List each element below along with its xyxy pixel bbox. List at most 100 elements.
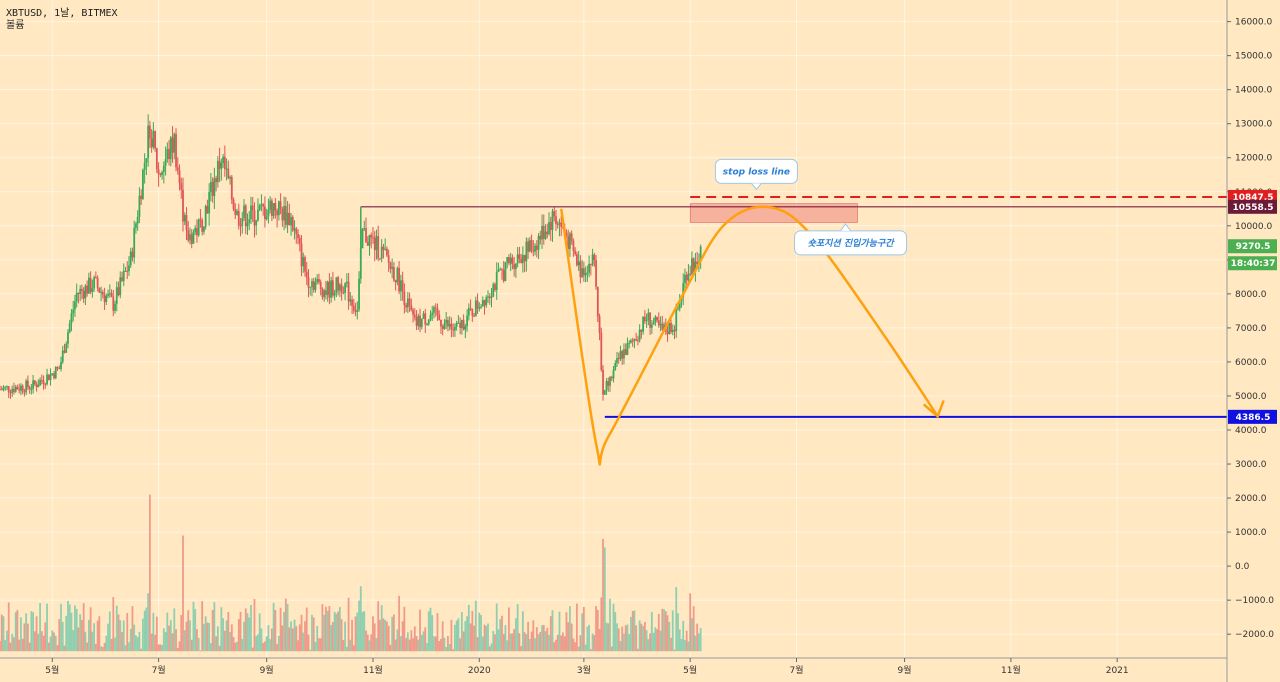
volume-bar	[133, 624, 136, 652]
candle-body	[284, 206, 287, 225]
candle-body	[373, 237, 376, 251]
candle-body	[81, 288, 83, 291]
candle-body	[497, 269, 500, 272]
candle-body	[305, 271, 308, 278]
volume-bar	[54, 635, 57, 652]
candle-body	[609, 377, 611, 386]
volume-bar	[565, 612, 568, 652]
volume-bar	[490, 643, 493, 652]
candle-body	[525, 241, 528, 262]
candle-body	[490, 296, 493, 298]
candle-body	[603, 390, 606, 395]
volume-bar	[354, 616, 357, 652]
price-tick-label: 2000.0	[1235, 494, 1267, 504]
candle-body	[682, 283, 685, 297]
volume-bar	[445, 647, 448, 652]
candle-body	[464, 326, 467, 330]
volume-bar	[175, 629, 177, 652]
volume-bar	[542, 624, 545, 652]
price-tag-label: 10558.5	[1233, 203, 1274, 213]
volume-bar	[60, 603, 62, 652]
candle-body	[213, 178, 216, 196]
volume-bar	[84, 631, 87, 652]
volume-bar	[649, 633, 652, 652]
candle-body	[2, 387, 5, 390]
candle-body	[384, 248, 387, 250]
volume-bar	[544, 631, 547, 652]
candle-body	[663, 324, 665, 330]
candle-body	[492, 284, 495, 297]
volume-bar	[333, 611, 336, 652]
volume-bar	[286, 603, 289, 652]
candle-body	[581, 268, 584, 278]
volume-bar	[138, 631, 141, 652]
price-tick-label: 14000.0	[1235, 86, 1272, 96]
candle-body	[93, 277, 96, 289]
candle-body	[527, 241, 529, 252]
volume-bar	[119, 620, 122, 652]
volume-bar	[338, 607, 341, 652]
volume-bar	[272, 602, 275, 652]
volume-bar	[532, 620, 535, 652]
volume-bar	[626, 624, 629, 652]
volume-bar	[462, 631, 465, 652]
candle-body	[455, 322, 458, 327]
volume-bar	[682, 620, 685, 652]
volume-bar	[562, 632, 564, 652]
candle-body	[189, 234, 191, 241]
candle-body	[659, 323, 662, 326]
candle-body	[208, 192, 211, 214]
volume-bar	[129, 628, 132, 652]
candle-body	[494, 284, 496, 290]
volume-bar	[506, 640, 509, 652]
candle-body	[368, 234, 371, 246]
volume-bar	[25, 613, 28, 652]
price-tick-label: 13000.0	[1235, 120, 1272, 130]
volume-bar	[556, 634, 559, 652]
volume-bar	[551, 610, 554, 652]
candle-body	[473, 315, 475, 317]
candle-body	[413, 314, 416, 318]
candle-body	[635, 339, 638, 341]
candle-body	[307, 277, 310, 288]
volume-bar	[276, 644, 279, 652]
volume-bar	[262, 642, 265, 652]
candle-body	[115, 287, 118, 304]
volume-bar	[619, 640, 622, 652]
price-tick-label: 10000.0	[1235, 222, 1272, 232]
candle-body	[466, 315, 468, 327]
candle-body	[643, 316, 646, 322]
volume-bar	[589, 649, 592, 652]
candle-body	[623, 349, 625, 359]
volume-bar	[241, 639, 244, 652]
volume-bar	[419, 609, 421, 652]
volume-bar	[166, 612, 169, 652]
volume-bar	[312, 617, 315, 652]
volume-bar	[412, 638, 414, 652]
candle-body	[304, 257, 306, 272]
candle-body	[450, 323, 453, 330]
candle-body	[4, 386, 7, 388]
volume-bar	[107, 623, 109, 652]
candle-body	[270, 200, 273, 216]
volume-bar	[595, 606, 597, 652]
volume-bar	[182, 535, 184, 652]
volume-bar	[122, 620, 125, 652]
candle-body	[154, 130, 157, 149]
candle-body	[415, 317, 418, 326]
volume-bar	[187, 610, 190, 652]
volume-bar	[631, 610, 634, 652]
candle-body	[276, 210, 279, 216]
candle-body	[520, 258, 523, 264]
volume-bar	[30, 611, 33, 652]
time-tick-label: 7월	[152, 664, 166, 676]
volume-bar	[677, 613, 679, 652]
volume-bar	[591, 633, 594, 652]
candle-body	[39, 380, 41, 386]
candle-body	[361, 228, 364, 249]
candle-body	[176, 167, 179, 171]
volume-bar	[68, 604, 71, 652]
volume-bar	[525, 634, 528, 652]
candle-body	[239, 225, 242, 227]
